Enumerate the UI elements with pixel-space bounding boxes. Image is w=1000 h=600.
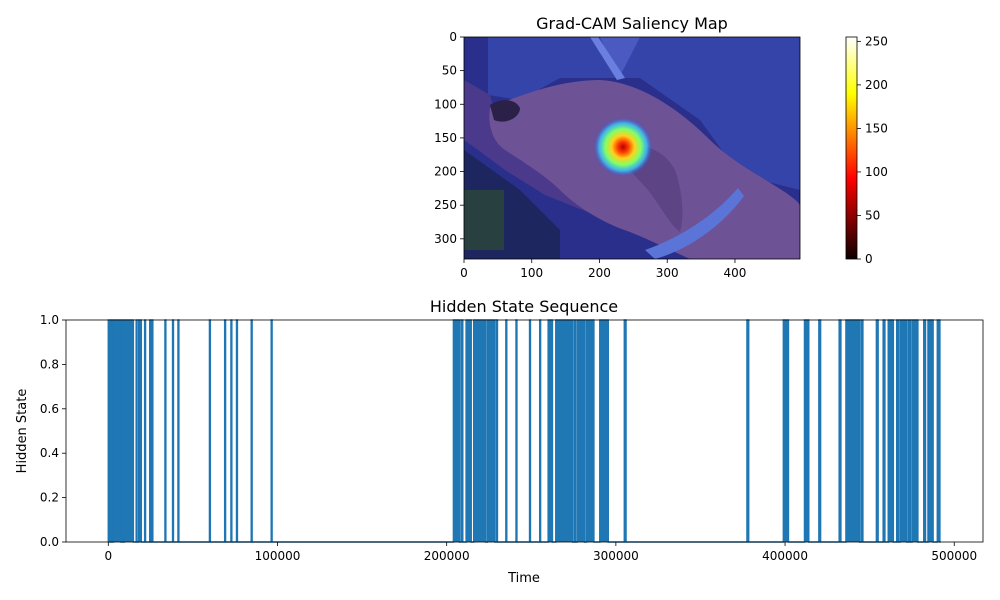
hidden-state-block <box>136 320 138 542</box>
hidden-state-block <box>804 320 809 542</box>
hidden-ytick-label: 1.0 <box>40 313 59 327</box>
hidden-xlabel: Time <box>507 571 540 586</box>
hidden-xtick-label: 400000 <box>762 549 808 563</box>
saliency-ytick-label: 50 <box>442 64 457 78</box>
hidden-state-block <box>466 320 472 542</box>
saliency-ytick-label: 200 <box>434 165 457 179</box>
saliency-ytick-label: 250 <box>434 198 457 212</box>
hidden-ytick-label: 0.6 <box>40 402 59 416</box>
hidden-state-block <box>453 320 460 542</box>
hidden-state-block <box>178 320 179 542</box>
colorbar-tick-label: 250 <box>865 34 888 48</box>
hidden-state-block <box>818 320 821 542</box>
hidden-xtick-label: 300000 <box>593 549 639 563</box>
hidden-state-block <box>138 320 142 542</box>
hidden-state-block <box>539 320 541 542</box>
colorbar-tick-label: 100 <box>865 165 888 179</box>
hidden-state-block <box>487 320 495 542</box>
hidden-state-block <box>209 320 211 542</box>
hidden-state-block <box>839 320 841 542</box>
hidden-state-block <box>496 320 498 542</box>
hidden-state-block <box>111 320 113 542</box>
hidden-state-block <box>271 320 273 542</box>
hidden-axes: 0 100000 200000 300000 400000 500000 0.0 0.2 0.4… <box>40 313 977 563</box>
saliency-ytick-label: 100 <box>434 97 457 111</box>
hidden-state-block <box>908 320 911 542</box>
hidden-state-block <box>911 320 918 542</box>
hidden-state-block <box>164 320 166 542</box>
hidden-xtick-label: 100000 <box>255 549 301 563</box>
hidden-state-block <box>461 320 463 542</box>
hidden-state-block <box>624 320 627 542</box>
hidden-state-block <box>224 320 226 542</box>
saliency-ytick-label: 0 <box>449 30 457 44</box>
saliency-xtick-label: 200 <box>588 266 611 280</box>
hidden-state-block <box>746 320 749 542</box>
hidden-state-block <box>548 320 553 542</box>
hidden-state-block <box>122 320 124 542</box>
hidden-state-plot <box>107 319 941 543</box>
saliency-xtick-label: 400 <box>724 266 747 280</box>
saliency-ytick-label: 150 <box>434 131 457 145</box>
hidden-state-block <box>230 320 232 542</box>
saliency-axes: 0 100 200 300 400 0 50 100 150 200 250 300 <box>434 30 746 280</box>
hidden-state-block <box>861 320 863 542</box>
hidden-ytick-label: 0.8 <box>40 357 59 371</box>
saliency-frame <box>463 36 801 260</box>
hidden-state-block <box>574 320 576 542</box>
hidden-state-block <box>888 320 894 542</box>
saliency-xtick-label: 100 <box>520 266 543 280</box>
hidden-state-block <box>151 320 153 542</box>
saliency-image <box>464 37 800 259</box>
saliency-title: Grad-CAM Saliency Map <box>536 14 728 33</box>
saliency-ytick-label: 300 <box>434 232 457 246</box>
saliency-xtick-label: 0 <box>460 266 468 280</box>
hidden-state-block <box>937 320 940 542</box>
hidden-xtick-label: 0 <box>104 549 112 563</box>
hidden-state-line <box>107 319 941 543</box>
hidden-state-block <box>251 320 253 542</box>
hidden-state-block <box>505 320 507 542</box>
hidden-state-block <box>599 320 609 542</box>
hidden-state-block <box>896 320 899 542</box>
hidden-state-block <box>529 320 531 542</box>
hidden-state-block <box>576 320 585 542</box>
hidden-state-block <box>144 320 146 542</box>
hidden-state-block <box>124 320 134 542</box>
hidden-state-block <box>149 320 151 542</box>
hidden-state-block <box>783 320 789 542</box>
hidden-frame <box>65 319 984 543</box>
hidden-state-block <box>172 320 174 542</box>
colorbar-tick-label: 200 <box>865 78 888 92</box>
hidden-title: Hidden State Sequence <box>430 297 618 316</box>
saliency-xtick-label: 300 <box>656 266 679 280</box>
hidden-state-block <box>236 320 238 542</box>
hidden-xtick-label: 500000 <box>931 549 977 563</box>
hidden-state-block <box>883 320 885 542</box>
colorbar-tick-label: 50 <box>865 208 880 222</box>
hidden-state-block <box>876 320 879 542</box>
hidden-state-block <box>555 320 573 542</box>
hidden-ylabel: Hidden State <box>15 389 30 474</box>
hidden-state-block <box>108 320 110 542</box>
hidden-state-block <box>473 320 486 542</box>
hidden-state-block <box>845 320 860 542</box>
hidden-state-block <box>928 320 934 542</box>
hidden-xtick-label: 200000 <box>424 549 470 563</box>
hidden-ytick-label: 0.2 <box>40 491 59 505</box>
colorbar-tick-label: 150 <box>865 121 888 135</box>
hidden-ytick-label: 0.4 <box>40 446 59 460</box>
colorbar-axis: 0 50 100 150 200 250 <box>857 34 888 266</box>
hidden-ytick-label: 0.0 <box>40 535 59 549</box>
hidden-state-block <box>113 320 121 542</box>
colorbar <box>845 36 858 260</box>
hidden-state-block <box>923 320 926 542</box>
colorbar-tick-label: 0 <box>865 252 873 266</box>
hidden-state-block <box>516 320 517 542</box>
hidden-state-block <box>586 320 594 542</box>
hidden-state-block <box>900 320 907 542</box>
